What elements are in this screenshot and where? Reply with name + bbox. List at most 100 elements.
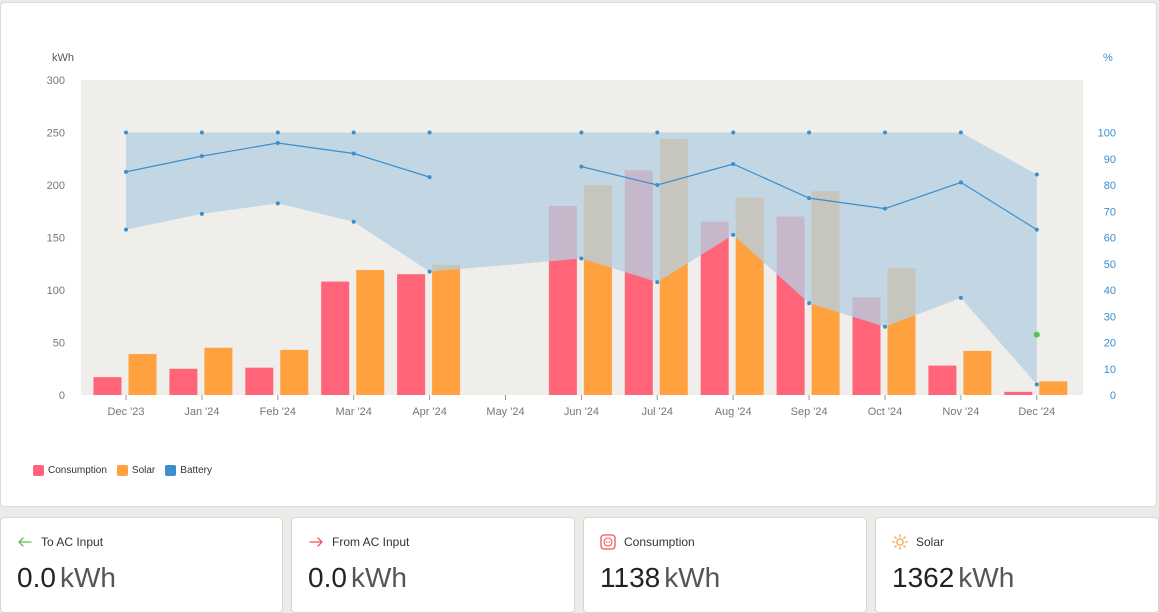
x-tick-label: Dec '24 [1018, 406, 1055, 418]
card-solar: Solar 1362 kWh [875, 517, 1159, 613]
battery-max-point [958, 130, 963, 135]
x-tick-label: Aug '24 [715, 406, 752, 418]
y-tick-left: 50 [53, 338, 65, 350]
battery-max-point [351, 130, 356, 135]
card-value: 0.0 [308, 562, 347, 593]
battery-min-point [883, 324, 887, 329]
battery-max-point [1034, 172, 1039, 177]
bar-consumption [93, 377, 122, 395]
card-label: Solar [916, 535, 945, 549]
card-unit: kWh [958, 562, 1015, 593]
card-label: To AC Input [41, 535, 104, 549]
y-tick-right: 70 [1104, 206, 1116, 218]
battery-min-point [807, 301, 812, 306]
y-tick-left: 150 [47, 233, 65, 245]
card-value-block: 1138 kWh [600, 562, 720, 594]
card-value-block: 0.0 kWh [17, 562, 116, 594]
solar-swatch [116, 465, 128, 476]
bar-consumption [928, 365, 957, 395]
bar-consumption [397, 274, 426, 395]
bar-solar [432, 264, 461, 395]
battery-min-point [655, 280, 660, 285]
battery-min-point [1034, 382, 1039, 387]
legend-item-solar[interactable]: Solar [116, 465, 156, 476]
chart-card: kWh% 0 50 100 150 200 250 300 0 10 20 30 40 50 60 70 80 9… [0, 2, 1157, 507]
card-from-ac-input: From AC Input 0.0 kWh [291, 517, 575, 613]
consumption-swatch [33, 465, 44, 476]
card-to-ac-input: To AC Input 0.0 kWh [0, 517, 283, 613]
card-value-block: 1362 kWh [892, 562, 1014, 594]
bar-solar [128, 354, 157, 395]
legend-label-consumption: Consumption [48, 465, 107, 476]
battery-avg-point [958, 180, 963, 185]
battery-min-point [124, 227, 128, 232]
sun-icon [892, 534, 908, 550]
bar-solar [204, 347, 233, 395]
bar-consumption [321, 281, 350, 395]
battery-min-point [351, 219, 356, 224]
card-consumption: Consumption 1138 kWh [583, 517, 867, 613]
battery-avg-point [807, 196, 812, 201]
battery-max-point [579, 130, 584, 135]
x-tick-label: Apr '24 [412, 406, 447, 418]
summary-cards: To AC Input 0.0 kWh From AC Input 0.0 kWh … [0, 517, 1159, 613]
y-tick-right: 100 [1098, 128, 1116, 140]
card-unit: kWh [664, 562, 721, 593]
bar-solar [356, 270, 385, 395]
battery-avg-point [1034, 227, 1039, 232]
battery-avg-point [124, 169, 128, 174]
battery-max-point [275, 130, 280, 135]
bar-consumption [169, 368, 198, 395]
card-value-block: 0.0 kWh [308, 562, 407, 594]
battery-avg-point [351, 151, 356, 156]
x-tick-label: Sep '24 [791, 406, 828, 418]
legend-label-solar: Solar [131, 465, 156, 476]
battery-max-point [199, 130, 204, 135]
battery-min-point [427, 269, 432, 274]
battery-min-point [958, 295, 963, 300]
battery-max-point [883, 130, 887, 135]
arrow-right-icon [309, 537, 323, 547]
y-tick-right: 20 [1104, 338, 1116, 350]
y-tick-right: 10 [1104, 364, 1116, 376]
x-tick-label: Jul '24 [642, 406, 673, 418]
outlet-icon [600, 534, 616, 550]
y-tick-right: 60 [1104, 233, 1116, 245]
card-value: 1138 [600, 562, 661, 593]
bar-solar [1039, 381, 1068, 395]
chart-legend: Consumption Solar Battery [33, 465, 214, 476]
battery-max-point [124, 130, 128, 135]
y-tick-left: 250 [47, 128, 65, 140]
battery-min-point [731, 232, 736, 237]
x-tick-label: Jan '24 [184, 406, 219, 418]
y-tick-right: 30 [1104, 311, 1116, 323]
battery-max-point [655, 130, 660, 135]
battery-min-point [275, 201, 280, 206]
x-tick-label: Dec '23 [108, 406, 145, 418]
card-value: 0.0 [17, 562, 56, 593]
bar-solar [963, 350, 992, 395]
card-label: From AC Input [332, 535, 410, 549]
y-tick-left: 100 [47, 285, 65, 297]
y-tick-right: 0 [1110, 390, 1116, 402]
y-tick-right: 90 [1104, 154, 1116, 166]
battery-avg-point [275, 141, 280, 145]
y-tick-left: 200 [47, 180, 65, 192]
y-tick-right: 80 [1104, 180, 1116, 192]
bar-solar [280, 349, 309, 395]
battery-min-point [199, 211, 204, 216]
y-tick-right: 40 [1104, 285, 1116, 297]
card-unit: kWh [350, 562, 407, 593]
battery-avg-point [731, 162, 736, 166]
x-tick-label: Nov '24 [942, 406, 979, 418]
legend-item-consumption[interactable]: Consumption [33, 465, 107, 476]
bar-consumption [1004, 391, 1033, 395]
x-tick-label: Feb '24 [260, 406, 296, 418]
x-tick-label: May '24 [486, 406, 524, 418]
y-axis-left-title: kWh [52, 52, 74, 64]
battery-max-point [807, 130, 812, 135]
x-tick-label: Mar '24 [336, 406, 372, 418]
y-tick-left: 300 [47, 75, 65, 87]
legend-item-battery[interactable]: Battery [165, 465, 212, 476]
battery-avg-point [427, 175, 432, 180]
